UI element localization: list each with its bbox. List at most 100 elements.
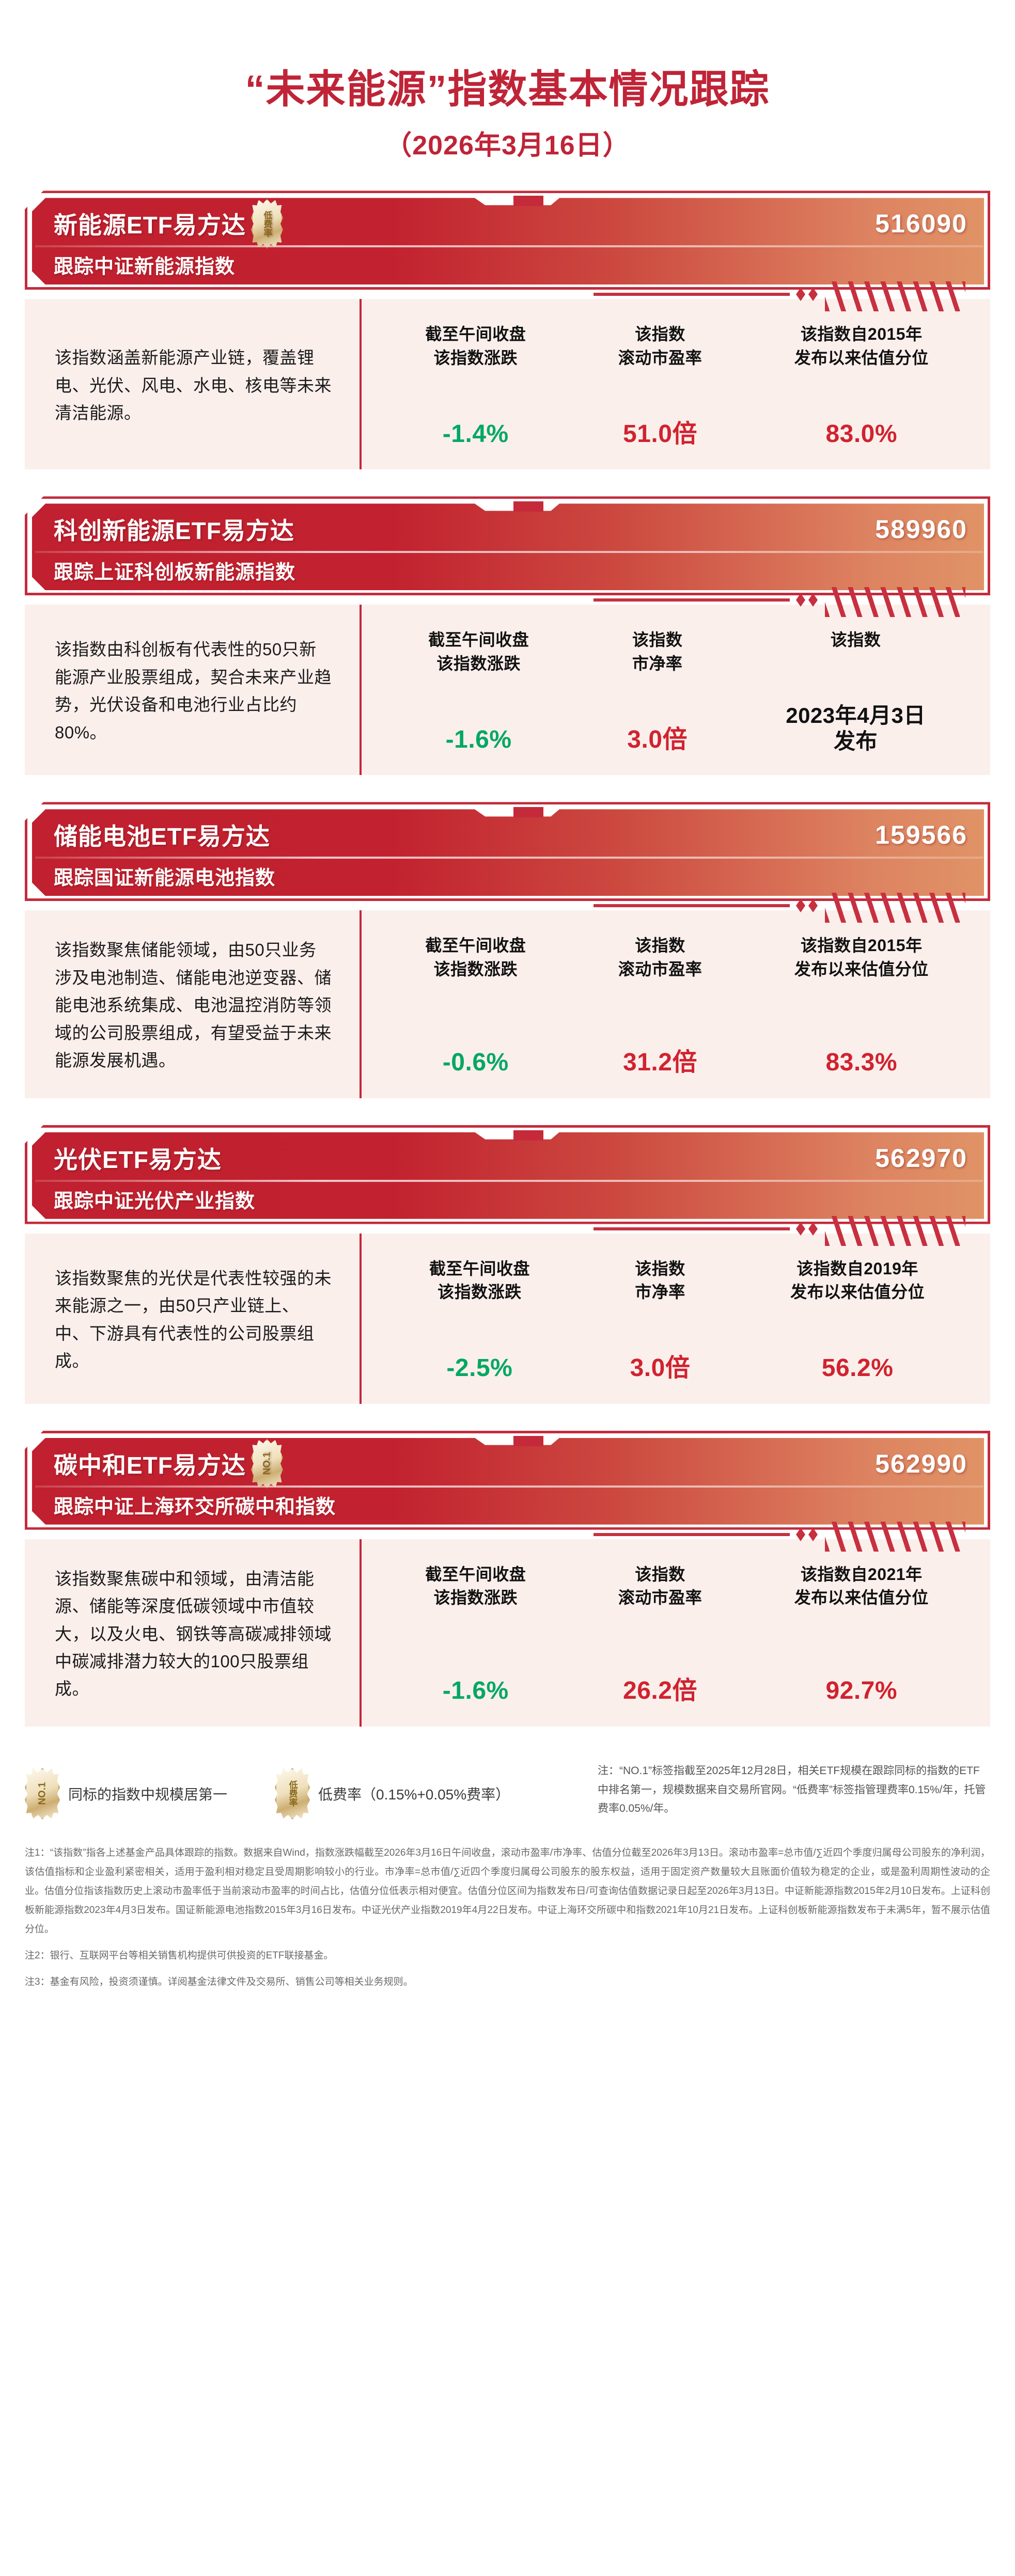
fund-name-wrap: 新能源ETF易方达 低费率 <box>54 199 285 249</box>
metric-value: 26.2倍 <box>623 1677 697 1705</box>
metric-2: 该指数 市净率 3.0倍 <box>627 628 688 754</box>
fund-card-header[interactable]: 新能源ETF易方达 低费率 516090 跟踪中证新能源指数 <box>25 191 990 312</box>
badge-label: NO.1 <box>261 1452 273 1475</box>
metric-value: 83.0% <box>825 420 898 448</box>
metric-value: 51.0倍 <box>623 420 697 448</box>
header-outline <box>25 802 990 902</box>
metric-value: 3.0倍 <box>627 725 688 753</box>
fund-card-header[interactable]: 碳中和ETF易方达 NO.1 562990 跟踪中证上海环交所碳中和指数 <box>25 1430 990 1552</box>
fund-name-wrap: 碳中和ETF易方达 NO.1 <box>54 1439 285 1489</box>
fund-code: 589960 <box>875 515 967 544</box>
metric-label: 该指数 滚动市盈率 <box>618 936 702 978</box>
metric-1: 截至午间收盘 该指数涨跌 -2.5% <box>429 1257 530 1383</box>
disclaimer-list: 注1：“该指数”指各上述基金产品具体跟踪的指数。数据来自Wind，指数涨跌幅截至… <box>25 1843 990 1992</box>
disclaimer-text: 注1：“该指数”指各上述基金产品具体跟踪的指数。数据来自Wind，指数涨跌幅截至… <box>25 1847 990 1935</box>
page-title: “未来能源”指数基本情况跟踪 <box>245 68 770 112</box>
metric-label: 该指数自2021年 发布以来估值分位 <box>794 1564 929 1607</box>
header-fill <box>32 198 984 285</box>
metric-1: 截至午间收盘 该指数涨跌 -1.6% <box>425 1563 526 1706</box>
fund-name-wrap: 储能电池ETF易方达 <box>54 818 270 852</box>
metric-1: 截至午间收盘 该指数涨跌 -1.4% <box>425 323 526 449</box>
disclaimer-text: 注3：基金有风险，投资须谨慎。详阅基金法律文件及交易所、销售公司等相关业务规则。 <box>25 1977 413 1988</box>
fund-name: 储能电池ETF易方达 <box>54 823 270 850</box>
index-description-panel: 该指数涵盖新能源产业链，覆盖锂电、光伏、风电、水电、核电等未来清洁能源。 <box>25 299 362 470</box>
metric-2: 该指数 滚动市盈率 51.0倍 <box>618 323 702 449</box>
metric-label: 该指数 滚动市盈率 <box>618 325 702 367</box>
metric-value: 2023年4月3日 发布 <box>786 703 926 753</box>
metric-3: 该指数 2023年4月3日 发布 <box>786 628 926 754</box>
metric-2: 该指数 滚动市盈率 31.2倍 <box>618 934 702 1077</box>
fund-code: 159566 <box>875 820 967 850</box>
no1-badge-icon: NO.1 <box>251 1439 283 1489</box>
header-fill <box>32 503 984 590</box>
metric-label: 该指数 市净率 <box>632 630 683 673</box>
metric-value: -0.6% <box>442 1049 509 1077</box>
header-notch-icon <box>513 196 543 207</box>
metric-label: 该指数 市净率 <box>635 1259 685 1302</box>
fund-name-wrap: 科创新能源ETF易方达 <box>54 512 294 546</box>
header-decoration <box>594 587 965 618</box>
fund-card-body: 该指数涵盖新能源产业链，覆盖锂电、光伏、风电、水电、核电等未来清洁能源。 截至午间… <box>25 299 990 470</box>
fund-name-wrap: 光伏ETF易方达 <box>54 1141 222 1175</box>
metric-value: 56.2% <box>821 1354 894 1382</box>
legend-text: 低费率（0.15%+0.05%费率） <box>318 1786 510 1803</box>
index-description: 该指数涵盖新能源产业链，覆盖锂电、光伏、风电、水电、核电等未来清洁能源。 <box>55 348 332 423</box>
metric-value: 3.0倍 <box>630 1354 691 1382</box>
metric-value: -2.5% <box>446 1354 513 1382</box>
header-fill <box>32 809 984 896</box>
header-divider <box>35 245 983 248</box>
fund-name: 科创新能源ETF易方达 <box>54 517 294 545</box>
fund-card: 储能电池ETF易方达 159566 跟踪国证新能源电池指数 该指数聚焦储能领域，由50… <box>0 802 1015 1098</box>
fund-card-list: 新能源ETF易方达 低费率 516090 跟踪中证新能源指数 该指数涵盖新能源产业链，覆… <box>0 191 1015 1727</box>
metric-label: 该指数自2015年 发布以来估值分位 <box>794 936 929 978</box>
fund-card-header[interactable]: 储能电池ETF易方达 159566 跟踪国证新能源电池指数 <box>25 802 990 923</box>
metric-label: 截至午间收盘 该指数涨跌 <box>425 936 526 978</box>
header-notch-icon <box>513 501 543 512</box>
header-outline <box>25 191 990 290</box>
header-fill <box>32 1438 984 1525</box>
badge-label: 低费率 <box>262 210 272 237</box>
fund-card-body: 该指数聚焦碳中和领域，由清洁能源、储能等深度低碳领域中市值较大，以及火电、钢铁等… <box>25 1539 990 1727</box>
metric-2: 该指数 滚动市盈率 26.2倍 <box>618 1563 702 1706</box>
metric-1: 截至午间收盘 该指数涨跌 -1.6% <box>428 628 529 754</box>
fund-card-body: 该指数聚焦的光伏是代表性较强的未来能源之一，由50只产业链上、中、下游具有代表性… <box>25 1233 990 1404</box>
header-fill <box>32 1132 984 1219</box>
header-decoration <box>594 1521 965 1552</box>
header-decoration <box>594 1215 965 1246</box>
fund-card: 碳中和ETF易方达 NO.1 562990 跟踪中证上海环交所碳中和指数 该指数聚焦碳中… <box>0 1430 1015 1727</box>
fund-card-header[interactable]: 科创新能源ETF易方达 589960 跟踪上证科创板新能源指数 <box>25 496 990 618</box>
tracked-index-name: 跟踪中证光伏产业指数 <box>54 1190 256 1212</box>
fund-name: 新能源ETF易方达 <box>54 212 246 239</box>
metric-value: 83.3% <box>825 1049 898 1077</box>
fund-card: 新能源ETF易方达 低费率 516090 跟踪中证新能源指数 该指数涵盖新能源产业链，覆… <box>0 191 1015 470</box>
metric-3: 该指数自2019年 发布以来估值分位 56.2% <box>790 1257 925 1383</box>
fund-card-header[interactable]: 光伏ETF易方达 562970 跟踪中证光伏产业指数 <box>25 1125 990 1246</box>
metric-label: 截至午间收盘 该指数涨跌 <box>425 325 526 367</box>
footer: NO.1 同标的指数中规模居第一 低费率 低费率（0.15%+0.05%费率） 注：“… <box>25 1753 990 1820</box>
metric-label: 该指数自2015年 发布以来估值分位 <box>794 325 929 367</box>
metric-label: 该指数自2019年 发布以来估值分位 <box>790 1259 925 1302</box>
metric-3: 该指数自2015年 发布以来估值分位 83.3% <box>794 934 929 1077</box>
metric-value: -1.6% <box>445 725 512 753</box>
metrics-panel: 截至午间收盘 该指数涨跌 -2.5% 该指数 市净率 3.0倍 该指数自2019年 发布… <box>362 1234 990 1404</box>
header-decoration <box>594 281 965 312</box>
header-notch-icon <box>513 1130 543 1141</box>
header-outline <box>25 1430 990 1530</box>
metrics-panel: 截至午间收盘 该指数涨跌 -1.6% 该指数 市净率 3.0倍 该指数 2023年4月3日… <box>362 605 990 775</box>
header-outline <box>25 1125 990 1224</box>
legend-list: NO.1 同标的指数中规模居第一 低费率 低费率（0.15%+0.05%费率） <box>25 1753 510 1820</box>
legend-note: 注：“NO.1”标签指截至2025年12月28日，相关ETF规模在跟踪同标的指数… <box>598 1764 986 1815</box>
fund-code: 516090 <box>875 209 967 239</box>
metric-value: -1.6% <box>442 1677 509 1705</box>
fund-code: 562970 <box>875 1143 967 1173</box>
index-description: 该指数聚焦储能领域，由50只业务涉及电池制造、储能电池逆变器、储能电池系统集成、… <box>55 940 332 1070</box>
metric-label: 该指数 滚动市盈率 <box>618 1564 702 1607</box>
metric-value: -1.4% <box>442 420 509 448</box>
page-subtitle: （2026年3月16日） <box>385 131 630 161</box>
header-divider <box>35 551 983 554</box>
index-description-panel: 该指数聚焦的光伏是代表性较强的未来能源之一，由50只产业链上、中、下游具有代表性… <box>25 1233 362 1404</box>
legend-text: 同标的指数中规模居第一 <box>68 1786 228 1803</box>
page-title-block: “未来能源”指数基本情况跟踪 （2026年3月16日） <box>0 0 1015 162</box>
metric-2: 该指数 市净率 3.0倍 <box>630 1257 691 1383</box>
